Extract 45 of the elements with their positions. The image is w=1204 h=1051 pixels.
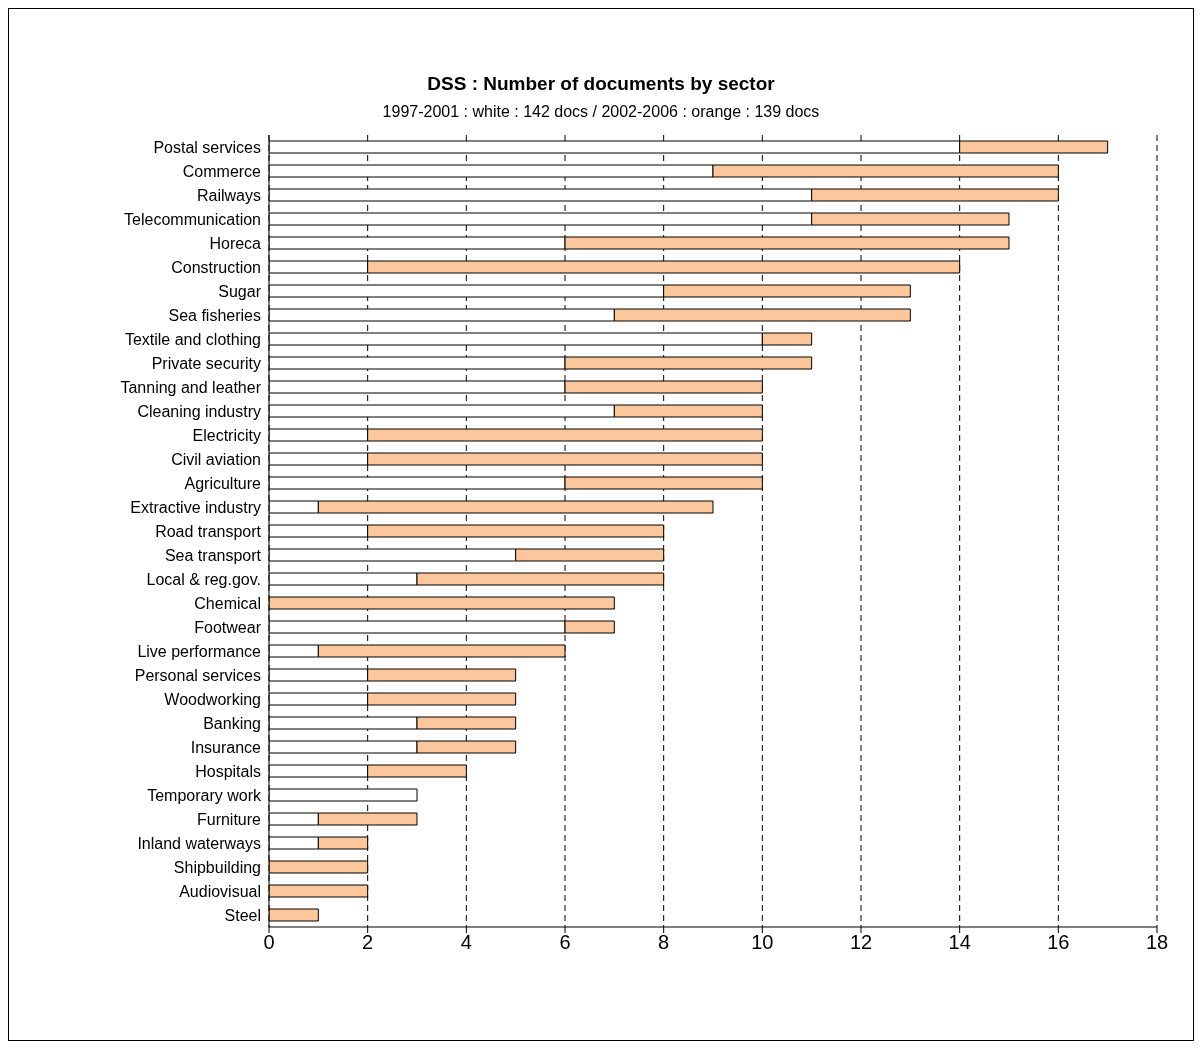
x-tick-label: 10 <box>751 931 774 954</box>
y-tick-label: Hospitals <box>195 762 261 780</box>
y-tick-label: Audiovisual <box>179 882 261 900</box>
y-tick-label: Local & reg.gov. <box>146 570 261 588</box>
x-tick-label: 4 <box>460 931 472 954</box>
y-tick-label: Railways <box>196 186 261 204</box>
x-tick-label: 14 <box>948 931 971 954</box>
y-tick-label: Tanning and leather <box>120 378 262 396</box>
y-tick-label: Civil aviation <box>171 450 261 468</box>
x-tick-label: 8 <box>658 931 670 954</box>
y-tick-label: Extractive industry <box>130 498 261 516</box>
y-tick-label: Inland waterways <box>137 834 261 852</box>
y-tick-label: Woodworking <box>164 690 261 708</box>
y-tick-label: Insurance <box>190 738 262 756</box>
y-tick-label: Chemical <box>194 594 261 612</box>
x-tick-label: 18 <box>1145 931 1169 954</box>
x-tick-label: 2 <box>362 931 374 954</box>
y-tick-label: Construction <box>171 258 261 276</box>
y-tick-label: Textile and clothing <box>124 330 261 348</box>
y-tick-label: Road transport <box>155 522 262 540</box>
y-tick-label: Sugar <box>218 282 262 300</box>
y-tick-label: Private security <box>151 354 261 372</box>
chart-title: DSS : Number of documents by sector <box>426 73 776 95</box>
x-tick-label: 12 <box>849 931 873 954</box>
chart-subtitle: 1997-2001 : white : 142 docs / 2002-2006 : orange : 139 docs <box>381 103 821 121</box>
y-tick-label: Furniture <box>196 810 262 828</box>
x-tick-label: 6 <box>559 931 571 954</box>
y-tick-label: Horeca <box>209 234 262 252</box>
y-tick-label: Electricity <box>192 426 261 444</box>
y-tick-label: Footwear <box>194 618 262 636</box>
x-tick-label: 16 <box>1047 931 1070 954</box>
y-tick-label: Banking <box>203 714 261 732</box>
y-tick-label: Commerce <box>182 162 262 180</box>
y-tick-label: Sea fisheries <box>168 306 261 324</box>
x-tick-label: 0 <box>263 931 275 954</box>
y-tick-label: Postal services <box>153 138 261 156</box>
y-tick-label: Agriculture <box>184 474 262 492</box>
y-tick-label: Shipbuilding <box>173 858 261 876</box>
y-tick-label: Steel <box>224 906 261 924</box>
y-tick-label: Personal services <box>134 666 261 684</box>
y-tick-label: Temporary work <box>147 786 262 804</box>
y-tick-label: Sea transport <box>164 546 262 564</box>
y-tick-label: Cleaning industry <box>137 402 261 420</box>
y-tick-label: Telecommunication <box>124 210 261 228</box>
y-tick-label: Live performance <box>137 642 262 660</box>
